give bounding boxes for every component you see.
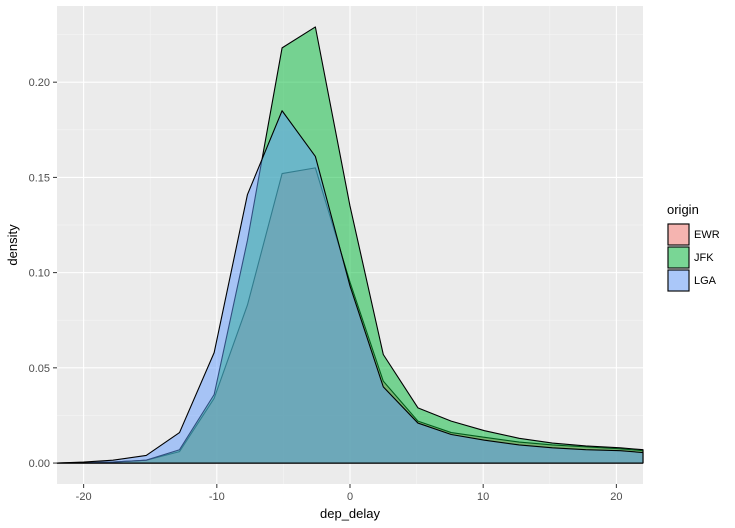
x-tick-label: 10 — [477, 491, 489, 503]
legend-swatch-ewr — [667, 223, 690, 246]
y-tick-label: 0.15 — [29, 172, 50, 184]
legend-label-lga: LGA — [694, 275, 717, 287]
legend-label-jfk: JFK — [694, 252, 714, 264]
x-axis-title: dep_delay — [320, 506, 380, 521]
legend: origin EWR JFK LGA — [667, 202, 720, 292]
legend-title: origin — [667, 202, 699, 217]
x-tick-label: -20 — [76, 491, 92, 503]
x-tick-label: -10 — [209, 491, 225, 503]
x-tick-label: 0 — [347, 491, 353, 503]
density-areas — [56, 26, 644, 464]
x-tick-label: 20 — [610, 491, 622, 503]
y-tick-label: 0.05 — [29, 363, 50, 375]
y-axis: 0.00 0.05 0.10 0.15 0.20 — [29, 77, 57, 470]
y-tick-label: 0.00 — [29, 458, 50, 470]
y-tick-label: 0.10 — [29, 268, 50, 280]
y-axis-title: density — [5, 224, 20, 266]
density-area-lga — [56, 110, 644, 464]
legend-swatch-lga — [667, 269, 690, 292]
y-tick-label: 0.20 — [29, 77, 50, 89]
x-axis: -20 -10 0 10 20 — [76, 484, 622, 503]
legend-swatch-jfk — [667, 246, 690, 269]
legend-label-ewr: EWR — [694, 229, 720, 241]
